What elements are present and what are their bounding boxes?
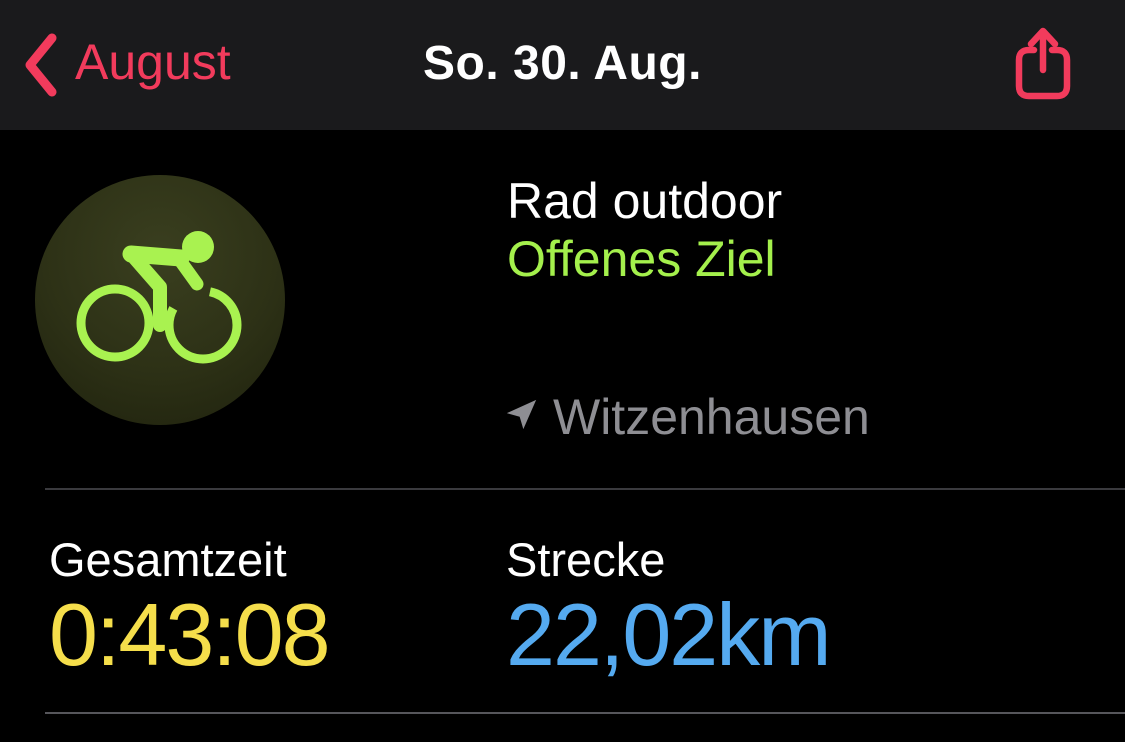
navbar: August So. 30. Aug. <box>0 0 1125 130</box>
share-icon <box>1014 27 1072 105</box>
share-button[interactable] <box>1014 26 1072 105</box>
back-button-label: August <box>75 34 231 90</box>
stat-distance-label: Strecke <box>506 533 666 586</box>
back-button[interactable]: August <box>22 0 231 130</box>
stat-distance-value: 22,02km <box>506 585 832 684</box>
divider <box>45 712 1125 714</box>
workout-goal-label: Offenes Ziel <box>507 231 776 287</box>
location-label: Witzenhausen <box>553 389 870 445</box>
workout-location: Witzenhausen <box>505 390 870 444</box>
workout-headline: Rad outdoor Offenes Ziel <box>507 172 782 288</box>
stat-total-time-label: Gesamtzeit <box>49 533 287 586</box>
workout-type-badge <box>35 175 285 425</box>
stat-total-time-value: 0:43:08 <box>49 585 331 684</box>
page-title: So. 30. Aug. <box>423 36 702 90</box>
workout-type-label: Rad outdoor <box>507 173 783 229</box>
divider <box>45 488 1125 490</box>
chevron-left-icon <box>22 33 58 97</box>
stat-total-time: Gesamtzeit 0:43:08 <box>49 533 331 684</box>
stat-distance: Strecke 22,02km <box>506 533 832 684</box>
location-arrow-icon <box>505 398 538 436</box>
